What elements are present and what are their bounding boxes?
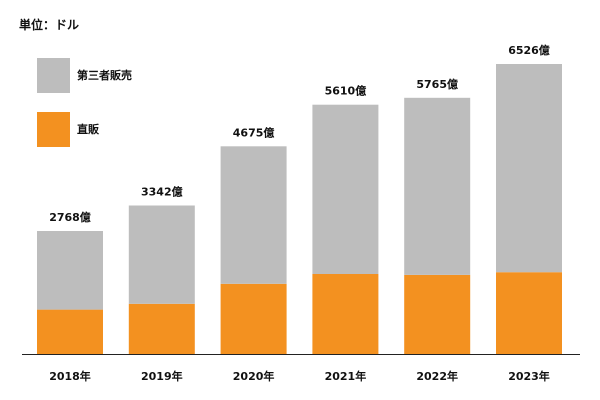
x-tick-label-0: 2018年 [49,369,91,383]
bar-direct-0 [37,309,103,354]
bar-direct-4 [404,274,471,354]
total-label-4: 5765億 [416,77,458,91]
legend: 第三者販売 直販 [37,58,197,158]
bar-third-party-3 [312,104,379,274]
legend-label-direct: 直販 [77,123,99,136]
bar-third-party-0 [37,231,103,310]
unit-label: 単位：ドル [19,18,80,32]
x-tick-label-4: 2022年 [416,369,458,383]
bar-direct-1 [128,303,195,354]
bar-direct-2 [220,283,287,354]
legend-swatch-third-party [37,58,70,93]
bar-direct-3 [312,274,379,354]
legend-item-third-party: 第三者販売 [37,58,132,93]
bar-direct-5 [496,272,562,354]
legend-swatch-direct [37,112,70,147]
x-tick-label-3: 2021年 [325,369,367,383]
total-label-0: 2768億 [49,210,91,224]
legend-item-direct: 直販 [37,112,99,147]
bar-third-party-4 [404,97,471,275]
legend-label-third-party: 第三者販売 [77,69,132,82]
total-label-2: 4675億 [233,125,275,139]
bar-third-party-2 [220,146,287,284]
bar-third-party-1 [128,205,195,304]
total-label-5: 6526億 [508,43,550,57]
total-label-1: 3342億 [141,185,183,199]
x-tick-label-1: 2019年 [141,369,183,383]
bar-third-party-5 [496,64,562,273]
total-label-3: 5610億 [325,84,367,98]
x-tick-label-5: 2023年 [508,369,550,383]
x-tick-label-2: 2020年 [233,369,275,383]
